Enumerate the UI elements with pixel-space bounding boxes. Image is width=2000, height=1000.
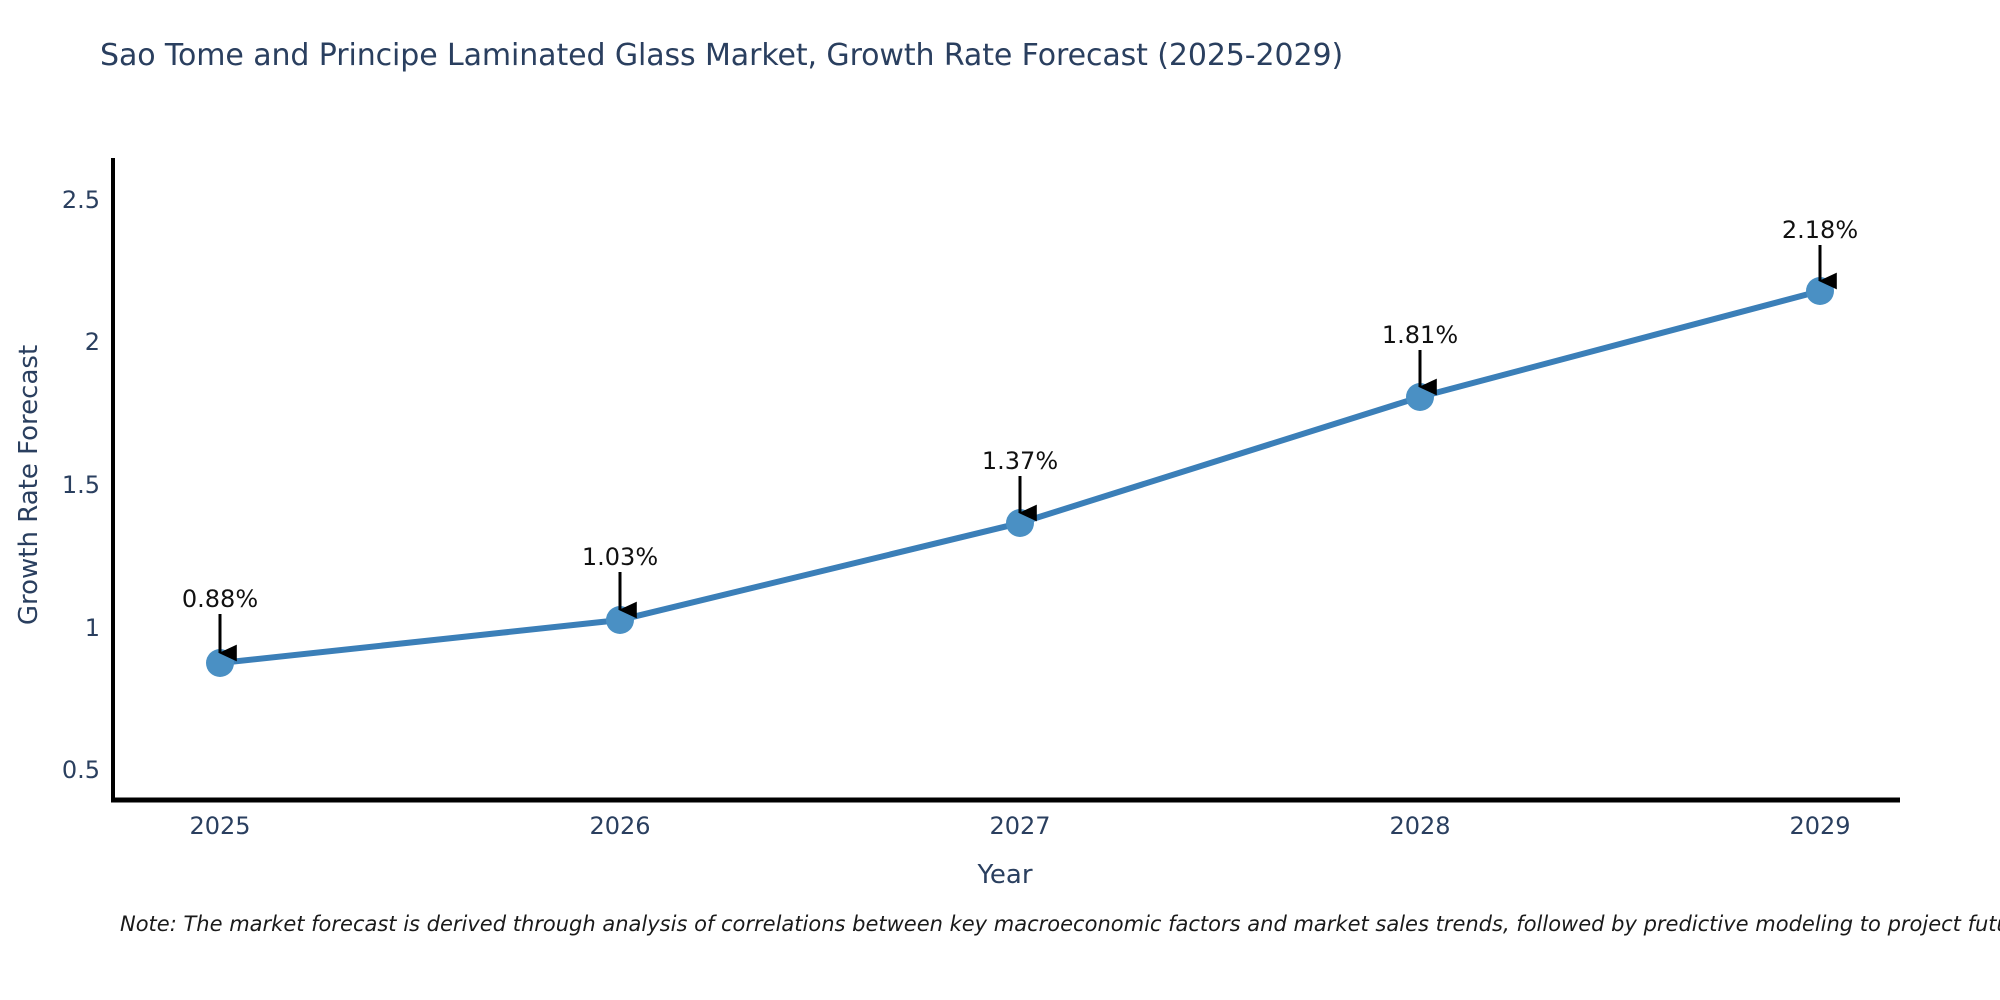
data-point-2026[interactable] bbox=[606, 606, 634, 634]
point-label-2027: 1.37% bbox=[981, 447, 1059, 475]
y-tick-label-1: 2 bbox=[84, 328, 100, 356]
y-tick-label-2: 1.5 bbox=[61, 471, 100, 499]
x-axis-title: Year bbox=[977, 860, 1033, 890]
data-point-2027[interactable] bbox=[1006, 509, 1034, 537]
x-tick-label-2028: 2028 bbox=[1389, 812, 1451, 840]
point-label-2026: 1.03% bbox=[581, 543, 659, 571]
y-tick-label-0: 2.5 bbox=[61, 186, 100, 214]
x-tick-label-2025: 2025 bbox=[189, 812, 251, 840]
y-tick-label-3: 1 bbox=[84, 614, 100, 642]
data-point-2028[interactable] bbox=[1406, 383, 1434, 411]
chart-note: Note: The market forecast is derived thr… bbox=[120, 912, 2000, 936]
data-point-2025[interactable] bbox=[206, 649, 234, 677]
point-label-2029: 2.18% bbox=[1781, 216, 1859, 244]
x-tick-label-2027: 2027 bbox=[989, 812, 1051, 840]
y-tick-label-4: 0.5 bbox=[61, 756, 100, 784]
point-label-2028: 1.81% bbox=[1381, 321, 1459, 349]
x-tick-label-2029: 2029 bbox=[1789, 812, 1851, 840]
chart-title: Sao Tome and Principe Laminated Glass Ma… bbox=[100, 38, 1344, 73]
point-label-2025: 0.88% bbox=[181, 585, 259, 613]
data-point-2029[interactable] bbox=[1806, 277, 1834, 305]
x-tick-label-2026: 2026 bbox=[589, 812, 651, 840]
